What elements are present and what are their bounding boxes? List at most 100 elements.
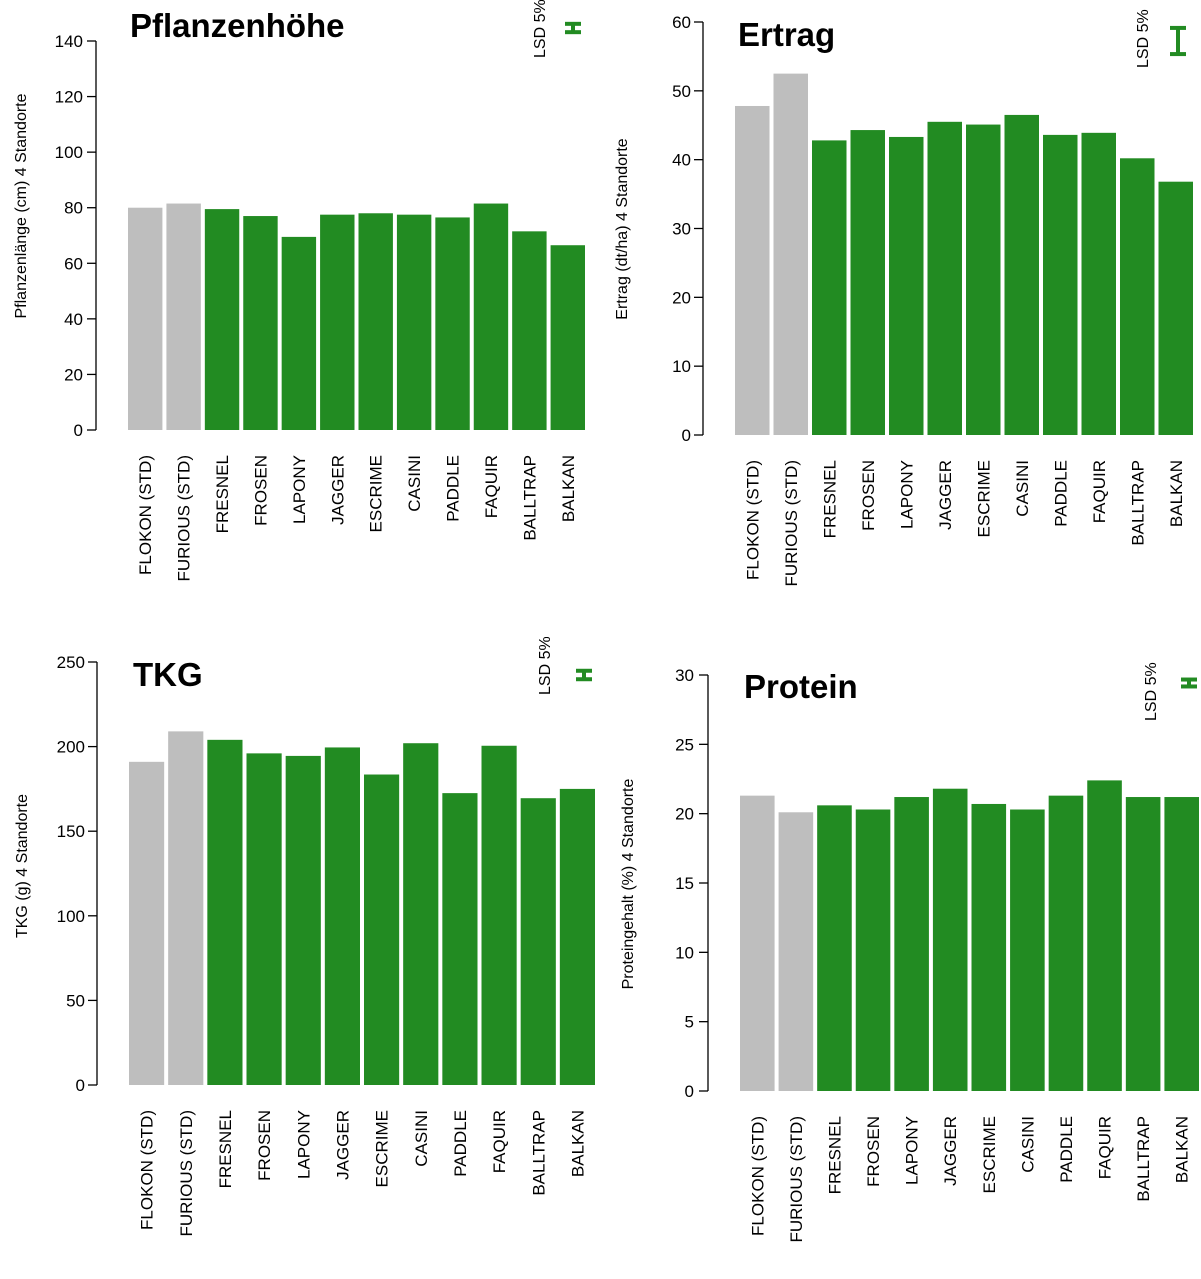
x-tick-label: JAGGER <box>941 1116 960 1186</box>
x-tick-label: FROSEN <box>251 455 270 526</box>
y-tick-label: 140 <box>55 32 83 51</box>
bar-frosen <box>243 216 278 430</box>
lsd-error-bar <box>1181 677 1197 689</box>
x-tick-label: CASINI <box>412 1110 431 1167</box>
bar-faquir <box>1081 132 1116 436</box>
x-tick-label: FAQUIR <box>1090 460 1109 523</box>
y-tick-label: 30 <box>672 220 691 239</box>
x-tick-label: ESCRIME <box>373 1110 392 1187</box>
x-tick-label: FRESNEL <box>825 1116 844 1194</box>
bar-casini <box>1004 114 1039 436</box>
bar-escrime <box>966 124 1001 435</box>
y-axis-label: TKG (g) 4 Standorte <box>14 794 31 938</box>
bar-lapony <box>889 136 924 435</box>
y-tick-label: 0 <box>685 1082 694 1101</box>
bar-balltrap <box>512 231 547 430</box>
chart-svg-protein: Protein 0 5 10 15 20 25 30 Proteingehalt (%) 4 S… <box>620 662 1199 1243</box>
y-tick-label: 0 <box>682 426 691 445</box>
bar-lapony <box>894 797 929 1091</box>
x-tick-label: LAPONY <box>897 460 916 529</box>
y-tick-label: 20 <box>675 805 694 824</box>
bar-lapony <box>281 236 317 430</box>
y-tick-label: 120 <box>55 88 83 107</box>
y-tick-label: 10 <box>675 943 694 962</box>
y-axis-label: Ertrag (dt/ha) 4 Standorte <box>614 138 631 320</box>
y-tick-label: 50 <box>66 991 85 1010</box>
x-tick-label: JAGGER <box>328 455 347 525</box>
bar-balltrap <box>520 798 556 1085</box>
y-tick-label: 250 <box>57 653 85 672</box>
x-tick-label: FLOKON (STD) <box>748 1116 767 1236</box>
x-tick-label: FLOKON (STD) <box>138 1110 157 1230</box>
bar-paddle <box>1043 134 1078 436</box>
bar-faquir <box>1087 780 1122 1091</box>
x-tick-label: FURIOUS (STD) <box>787 1116 806 1243</box>
x-tick-label: ESCRIME <box>367 455 386 532</box>
chart-title: TKG <box>133 656 203 693</box>
lsd-label: LSD 5% <box>1143 662 1160 721</box>
y-tick-label: 40 <box>672 151 691 170</box>
bar-furious-std <box>778 812 814 1091</box>
bar-jagger <box>927 121 962 435</box>
bar-frosen <box>850 130 885 435</box>
x-tick-label: BALLTRAP <box>520 455 539 541</box>
y-tick-label: 5 <box>685 1013 694 1032</box>
bar-balltrap <box>1125 797 1161 1091</box>
y-tick-label: 40 <box>64 310 83 329</box>
y-tick-label: 20 <box>672 288 691 307</box>
chart-svg-pflanzenhoehe: Pflanzenhöhe 0 20 40 60 80 100 120 140 Pflanzenlä… <box>13 0 585 582</box>
bar-jagger <box>324 747 360 1085</box>
x-tick-label: FLOKON (STD) <box>136 455 155 575</box>
bar-balkan <box>1158 181 1193 435</box>
x-tick-label: PADDLE <box>1051 460 1070 527</box>
x-tick-label: PADDLE <box>1057 1116 1076 1183</box>
x-tick-label: FROSEN <box>864 1116 883 1187</box>
bar-flokon-std <box>740 795 775 1091</box>
lsd-label: LSD 5% <box>537 637 554 695</box>
x-tick-label: FAQUIR <box>1096 1116 1115 1179</box>
y-tick-label: 10 <box>672 357 691 376</box>
chart-panel-ertrag: Ertrag 0 10 20 30 40 50 60 Ertrag (dt/ha) 4 Stan… <box>600 0 1200 637</box>
bar-paddle <box>442 793 478 1085</box>
chart-svg-tkg: TKG 0 50 100 150 200 250 TKG (g) 4 Standorte FLO… <box>14 636 595 1237</box>
chart-panel-pflanzenhoehe: Pflanzenhöhe 0 20 40 60 80 100 120 140 Pflanzenlä… <box>0 0 600 637</box>
x-tick-label: FURIOUS (STD) <box>177 1110 196 1237</box>
bar-flokon-std <box>128 207 163 430</box>
bar-casini <box>396 214 432 430</box>
y-tick-label: 25 <box>675 735 694 754</box>
bar-jagger <box>932 788 968 1091</box>
x-tick-label: LAPONY <box>903 1116 922 1185</box>
x-tick-label: BALLTRAP <box>1128 460 1147 546</box>
y-tick-label: 100 <box>55 143 83 162</box>
x-tick-label: BALKAN <box>1173 1116 1192 1183</box>
y-tick-label: 50 <box>672 82 691 101</box>
chart-title: Ertrag <box>738 16 835 53</box>
bar-balkan <box>559 788 595 1085</box>
lsd-label: LSD 5% <box>1135 9 1152 68</box>
x-tick-label: JAGGER <box>936 460 955 530</box>
bar-casini <box>403 743 439 1085</box>
chart-svg-ertrag: Ertrag 0 10 20 30 40 50 60 Ertrag (dt/ha) 4 Stan… <box>614 9 1193 587</box>
chart-panel-protein: Protein 0 5 10 15 20 25 30 Proteingehalt (%) 4 S… <box>600 637 1200 1274</box>
bar-escrime <box>971 803 1007 1091</box>
y-tick-label: 80 <box>64 199 83 218</box>
bar-paddle <box>435 217 470 430</box>
bar-flokon-std <box>735 105 770 435</box>
bar-frosen <box>246 753 282 1085</box>
x-tick-label: FRESNEL <box>820 460 839 538</box>
x-tick-label: ESCRIME <box>980 1116 999 1193</box>
y-axis-label: Pflanzenlänge (cm) 4 Standorte <box>13 93 30 318</box>
x-tick-label: BALLTRAP <box>1134 1116 1153 1202</box>
x-tick-label: PADDLE <box>451 1110 470 1177</box>
x-tick-label: BALKAN <box>568 1110 587 1177</box>
y-tick-label: 0 <box>76 1076 85 1095</box>
bar-furious-std <box>773 73 808 435</box>
bar-faquir <box>473 203 509 430</box>
y-tick-label: 200 <box>57 738 85 757</box>
bar-fresnel <box>207 739 243 1085</box>
x-tick-label: JAGGER <box>333 1110 352 1180</box>
bar-paddle <box>1048 795 1084 1091</box>
x-tick-label: FAQUIR <box>490 1110 509 1173</box>
bar-flokon-std <box>129 761 165 1085</box>
